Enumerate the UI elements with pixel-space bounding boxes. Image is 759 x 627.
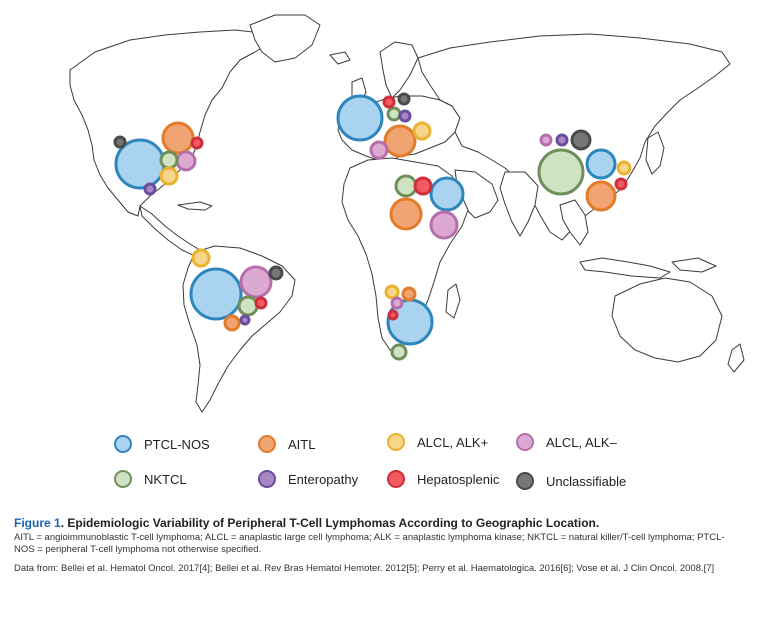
marker-south-america-unclass (268, 265, 284, 281)
legend-label-alk-neg: ALCL, ALK– (546, 434, 617, 450)
marker-europe-hepato (382, 95, 396, 109)
legend-label-entero: Enteropathy (288, 471, 359, 487)
marker-middle-east-ptcl (429, 176, 465, 212)
region-markers (113, 92, 632, 361)
legend-swatch-alk-neg (516, 433, 534, 451)
caption-sources: Data from: Bellei et al. Hematol Oncol. … (14, 563, 715, 574)
indonesia-outline (579, 257, 671, 279)
marker-north-america-hepato (190, 136, 204, 150)
marker-asia-alk-neg (539, 133, 553, 147)
madagascar-outline (445, 283, 461, 319)
marker-africa-nktcl (390, 343, 408, 361)
marker-north-america-entero (143, 182, 157, 196)
marker-africa-hepato (387, 309, 399, 321)
north-america-outline (69, 29, 273, 217)
legend-swatch-nktcl (114, 470, 132, 488)
marker-europe-aitl (383, 124, 417, 158)
marker-asia-unclass (570, 129, 592, 151)
legend-label-alk-pos: ALCL, ALK+ (417, 434, 489, 450)
legend-item-nktcl: NKTCL (114, 470, 187, 488)
marker-europe-alk-pos (412, 121, 432, 141)
legend-item-unclass: Unclassifiable (516, 472, 626, 490)
legend-swatch-ptcl (114, 435, 132, 453)
marker-middle-east-alk-neg (429, 210, 459, 240)
marker-middle-east-aitl (389, 197, 423, 231)
legend-label-aitl: AITL (288, 436, 316, 452)
marker-north-america-alk-pos (159, 166, 179, 186)
marker-north-america-nktcl (159, 150, 179, 170)
marker-asia-nktcl (537, 148, 585, 196)
legend-swatch-hepato (387, 470, 405, 488)
greenland-outline (249, 14, 321, 63)
central-america-outline (139, 205, 201, 257)
marker-europe-unclass (397, 92, 411, 106)
caption-abbreviations: AITL = angioimmunoblastic T-cell lymphom… (14, 532, 725, 555)
legend-item-alk-neg: ALCL, ALK– (516, 433, 617, 451)
legend-label-hepato: Hepatosplenic (417, 471, 500, 487)
caribbean-outline (177, 201, 213, 211)
legend-item-ptcl: PTCL-NOS (114, 435, 210, 453)
caption-title-line: Figure 1. Epidemiologic Variability of P… (14, 516, 744, 530)
legend-swatch-entero (258, 470, 276, 488)
iceland-outline (329, 51, 351, 65)
southeast-asia-outline (559, 199, 589, 246)
new-guinea-outline (671, 257, 717, 273)
marker-north-america-unclass (113, 135, 127, 149)
legend-label-ptcl: PTCL-NOS (144, 436, 210, 452)
marker-asia-ptcl (585, 148, 617, 180)
marker-middle-east-nktcl (394, 174, 418, 198)
marker-europe-ptcl (336, 94, 384, 142)
marker-south-america-aitl (223, 314, 241, 332)
marker-africa-alk-neg (390, 296, 404, 310)
marker-africa-alk-pos (384, 284, 400, 300)
marker-asia-aitl (585, 180, 617, 212)
india-outline (499, 171, 539, 237)
australia-outline (611, 277, 723, 363)
marker-europe-nktcl (386, 106, 402, 122)
legend-swatch-alk-pos (387, 433, 405, 451)
legend-item-hepato: Hepatosplenic (387, 470, 499, 488)
legend-item-aitl: AITL (258, 435, 315, 453)
world-map (69, 14, 745, 413)
legend-item-entero: Enteropathy (258, 470, 358, 488)
legend-label-nktcl: NKTCL (144, 471, 187, 487)
marker-south-america-nktcl (237, 295, 259, 317)
scandinavia-outline (379, 41, 419, 99)
marker-middle-east-hepato (413, 176, 433, 196)
marker-south-america-entero (239, 314, 251, 326)
legend-swatch-aitl (258, 435, 276, 453)
caption-title: . Epidemiologic Variability of Periphera… (60, 516, 600, 530)
marker-asia-alk-pos (616, 160, 632, 176)
legend-swatch-unclass (516, 472, 534, 490)
marker-south-america-alk-pos (191, 248, 211, 268)
marker-africa-aitl (401, 286, 417, 302)
marker-south-america-alk-neg (239, 265, 273, 299)
figure-label: Figure 1 (14, 516, 61, 530)
new-zealand-outline (727, 343, 745, 373)
marker-south-america-hepato (254, 296, 268, 310)
japan-outline (645, 131, 665, 175)
marker-asia-hepato (614, 177, 628, 191)
marker-europe-entero (398, 109, 412, 123)
figure-caption: Figure 1. Epidemiologic Variability of P… (14, 516, 744, 576)
marker-south-america-ptcl (189, 267, 243, 321)
marker-north-america-aitl (161, 121, 195, 155)
legend-item-alk-pos: ALCL, ALK+ (387, 433, 488, 451)
marker-europe-alk-neg (369, 140, 389, 160)
marker-north-america-alk-neg (175, 150, 197, 172)
marker-asia-entero (555, 133, 569, 147)
legend-label-unclass: Unclassifiable (546, 473, 627, 489)
